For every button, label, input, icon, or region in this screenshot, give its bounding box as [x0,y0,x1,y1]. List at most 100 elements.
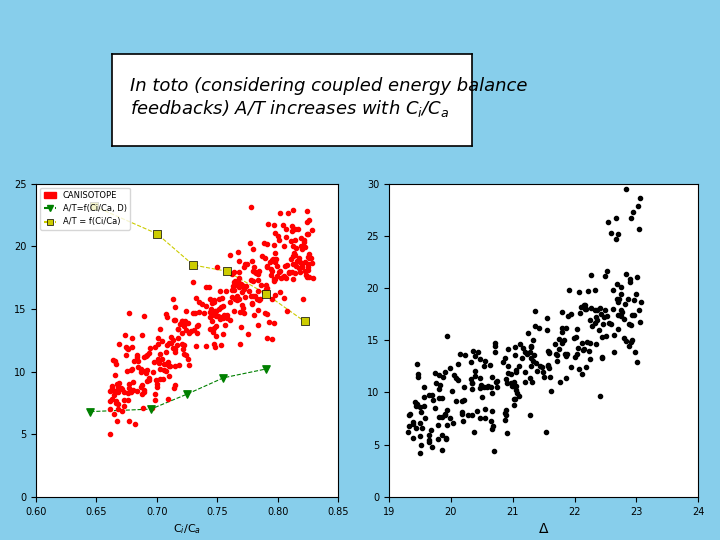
Point [260,289,271,298]
Point [163,361,175,370]
Point [296,262,307,271]
Point [120,343,132,352]
Point [221,267,233,275]
Point [502,379,513,388]
Point [554,335,565,343]
Point [138,311,150,320]
Point [439,410,451,418]
Point [261,309,273,318]
Point [278,241,289,250]
Point [444,414,456,422]
Point [192,320,204,329]
Point [551,357,562,366]
Point [589,286,600,294]
Point [589,305,600,314]
Point [248,267,259,275]
Point [565,309,577,318]
Point [578,301,590,310]
Point [144,374,156,382]
Point [479,357,490,366]
Point [226,270,238,279]
Point [272,232,284,240]
Point [246,299,258,308]
Point [262,219,274,228]
Point [543,348,554,357]
Point [294,258,305,267]
Point [192,328,203,337]
Point [153,354,164,363]
Point [163,372,175,381]
Point [418,402,430,410]
Point [289,268,301,277]
Point [215,315,226,323]
Point [590,340,601,349]
Point [226,293,238,301]
Point [275,273,287,282]
Point [125,387,137,396]
Point [269,291,280,300]
Point [114,379,125,388]
Point [251,295,263,303]
Point [601,266,613,275]
Point [110,360,122,368]
Point [135,383,146,391]
Point [500,375,512,383]
Point [501,428,513,437]
Point [408,434,419,443]
Point [585,271,597,280]
Point [182,355,194,363]
Point [147,367,158,376]
Point [469,366,481,375]
Point [185,327,197,335]
Point [301,273,312,282]
Point [434,380,446,389]
Point [603,319,615,327]
Point [178,350,189,359]
Point [229,295,240,303]
Point [233,247,244,256]
Point [144,343,156,352]
Point [260,281,271,289]
Point [287,267,298,276]
Point [187,308,199,317]
Point [253,320,264,329]
Point [620,185,631,194]
Point [489,447,500,456]
Point [210,306,221,315]
Text: In toto (considering coupled energy balance
feedbacks) A/T increases with C$_i$/: In toto (considering coupled energy bala… [130,77,527,119]
Point [165,362,176,371]
Point [573,364,585,373]
Point [179,322,190,330]
Point [169,316,181,325]
Point [89,202,100,211]
Point [560,352,572,361]
Point [178,319,189,327]
Point [239,260,251,268]
Point [529,307,541,315]
Point [107,394,118,403]
Point [574,309,585,318]
Point [509,395,521,403]
Point [151,230,163,238]
Point [290,244,302,253]
Point [161,360,172,369]
Point [510,366,522,374]
Point [543,363,554,372]
Point [510,368,522,376]
Point [433,421,444,430]
Point [208,298,220,306]
Point [291,262,302,271]
Point [108,410,120,418]
Point [235,282,247,291]
Point [553,345,564,353]
Point [557,339,568,347]
Point [152,382,163,391]
Point [250,269,261,278]
Point [127,342,138,351]
Point [233,282,245,291]
Point [212,312,224,321]
Point [589,319,600,327]
Point [415,441,427,449]
Point [594,304,606,313]
Point [448,370,459,379]
